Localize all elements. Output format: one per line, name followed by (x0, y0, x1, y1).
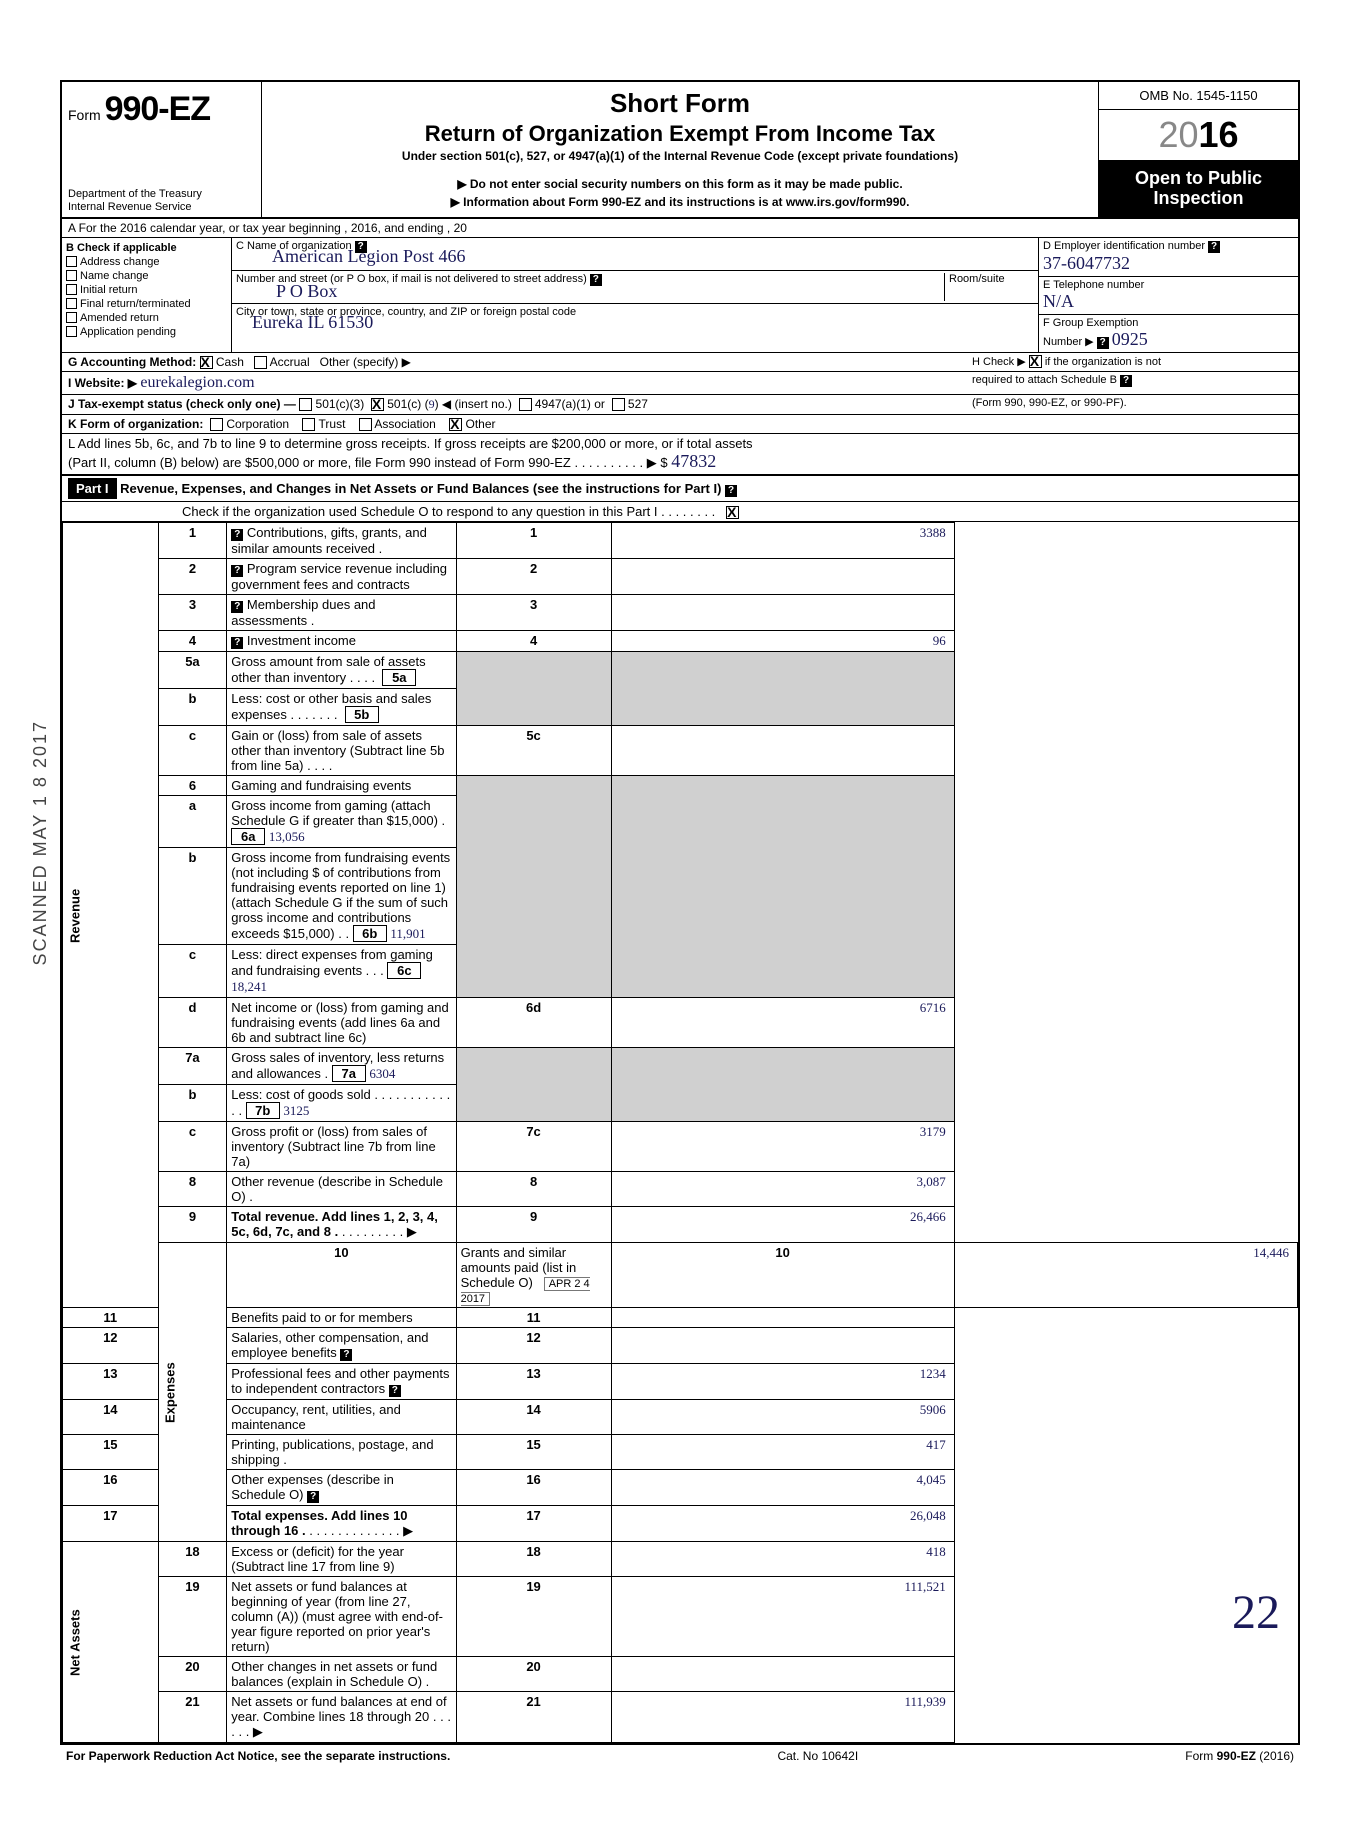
footer-right: Form 990-EZ (2016) (1185, 1749, 1294, 1763)
c-name: C Name of organization ? American Legion… (232, 238, 1038, 271)
side-revenue: Revenue (63, 523, 159, 1308)
footer-left: For Paperwork Reduction Act Notice, see … (66, 1749, 450, 1763)
b-label: B Check if applicable (66, 242, 227, 254)
city-handwritten: Eureka IL 61530 (252, 312, 373, 333)
box-f: F Group Exemption Number ▶ ? 0925 (1039, 315, 1298, 352)
line-l: L Add lines 5b, 6c, and 7b to line 9 to … (62, 434, 1298, 476)
trust-checkbox[interactable] (302, 418, 315, 431)
year-light: 20 (1158, 114, 1198, 155)
line-g: G Accounting Method: Cash Accrual Other … (62, 353, 1298, 372)
year-bold: 16 (1199, 114, 1239, 155)
open-inspection: Open to Public Inspection (1099, 161, 1298, 217)
part1-label: Part I (68, 478, 117, 499)
help-icon[interactable]: ? (1120, 375, 1132, 387)
help-icon[interactable]: ? (1208, 241, 1220, 253)
b-opt[interactable]: Name change (66, 270, 227, 282)
dept-block: Department of the Treasury Internal Reve… (68, 188, 255, 212)
note1: ▶ Do not enter social security numbers o… (272, 177, 1088, 191)
schedule-o-checkbox[interactable] (726, 506, 739, 519)
part1-table: Revenue 1? Contributions, gifts, grants,… (62, 522, 1298, 1743)
part1-check: Check if the organization used Schedule … (62, 502, 1298, 522)
street-handwritten: P O Box (276, 281, 337, 302)
other-checkbox[interactable] (449, 418, 462, 431)
dept2: Internal Revenue Service (68, 201, 255, 213)
box-e: E Telephone number N/A (1039, 277, 1298, 315)
room-suite: Room/suite (944, 273, 1034, 301)
line-k: K Form of organization: Corporation Trus… (62, 415, 1298, 434)
accrual-checkbox[interactable] (254, 356, 267, 369)
gross-receipts-value: 47832 (671, 451, 716, 471)
title1: Short Form (272, 88, 1088, 119)
form-prefix: Form (68, 107, 101, 123)
side-netassets: Net Assets (63, 1542, 159, 1743)
help-icon[interactable]: ? (1097, 337, 1109, 349)
b-opt[interactable]: Amended return (66, 312, 227, 324)
b-opt[interactable]: Final return/terminated (66, 298, 227, 310)
omb: OMB No. 1545-1150 (1099, 82, 1298, 110)
note2: ▶ Information about Form 990-EZ and its … (272, 195, 1088, 209)
footer-mid: Cat. No 10642I (777, 1749, 858, 1763)
col-c: C Name of organization ? American Legion… (232, 238, 1038, 352)
form-990ez: Form 990-EZ Department of the Treasury I… (60, 80, 1300, 1745)
dept1: Department of the Treasury (68, 188, 255, 200)
b-opt[interactable]: Address change (66, 256, 227, 268)
501c3-checkbox[interactable] (299, 398, 312, 411)
phone-value: N/A (1043, 291, 1294, 312)
initials-handwritten: 22 (1232, 1585, 1280, 1640)
line-i: I Website: ▶ eurekalegion.com required t… (62, 372, 1298, 395)
help-icon[interactable]: ? (590, 274, 602, 286)
501c-checkbox[interactable] (371, 398, 384, 411)
header-right: OMB No. 1545-1150 2016 Open to Public In… (1098, 82, 1298, 217)
scanned-stamp: SCANNED MAY 1 8 2017 (30, 720, 51, 965)
col-b: B Check if applicable Address change Nam… (62, 238, 232, 352)
website-value: eurekalegion.com (140, 374, 254, 391)
entity-block: B Check if applicable Address change Nam… (62, 238, 1298, 353)
title2: Return of Organization Exempt From Incom… (272, 121, 1088, 147)
header-mid: Short Form Return of Organization Exempt… (262, 82, 1098, 217)
box-d: D Employer identification number ? 37-60… (1039, 238, 1298, 277)
527-checkbox[interactable] (612, 398, 625, 411)
line-j: J Tax-exempt status (check only one) — 5… (62, 395, 1298, 415)
tax-year: 2016 (1099, 110, 1298, 161)
col-def: D Employer identification number ? 37-60… (1038, 238, 1298, 352)
header-left: Form 990-EZ Department of the Treasury I… (62, 82, 262, 217)
corp-checkbox[interactable] (210, 418, 223, 431)
c-street: Number and street (or P O box, if mail i… (232, 271, 1038, 304)
c-city: City or town, state or province, country… (232, 304, 1038, 337)
assoc-checkbox[interactable] (359, 418, 372, 431)
b-opt[interactable]: Initial return (66, 284, 227, 296)
form-header: Form 990-EZ Department of the Treasury I… (62, 82, 1298, 219)
b-opt[interactable]: Application pending (66, 326, 227, 338)
group-exemption-value: 0925 (1112, 329, 1148, 349)
4947-checkbox[interactable] (519, 398, 532, 411)
part1-header: Part I Revenue, Expenses, and Changes in… (62, 476, 1298, 502)
help-icon[interactable]: ? (725, 485, 737, 497)
line-a: A For the 2016 calendar year, or tax yea… (62, 219, 1298, 238)
cash-checkbox[interactable] (200, 356, 213, 369)
page-footer: For Paperwork Reduction Act Notice, see … (60, 1745, 1300, 1767)
form-number: Form 990-EZ (68, 90, 255, 129)
org-name-handwritten: American Legion Post 466 (272, 246, 465, 267)
form-number-big: 990-EZ (105, 90, 211, 128)
h-checkbox[interactable] (1029, 355, 1042, 368)
side-expenses: Expenses (158, 1243, 227, 1542)
ein-value: 37-6047732 (1043, 253, 1294, 274)
part1-heading: Revenue, Expenses, and Changes in Net As… (120, 481, 721, 496)
subtitle: Under section 501(c), 527, or 4947(a)(1)… (272, 149, 1088, 163)
